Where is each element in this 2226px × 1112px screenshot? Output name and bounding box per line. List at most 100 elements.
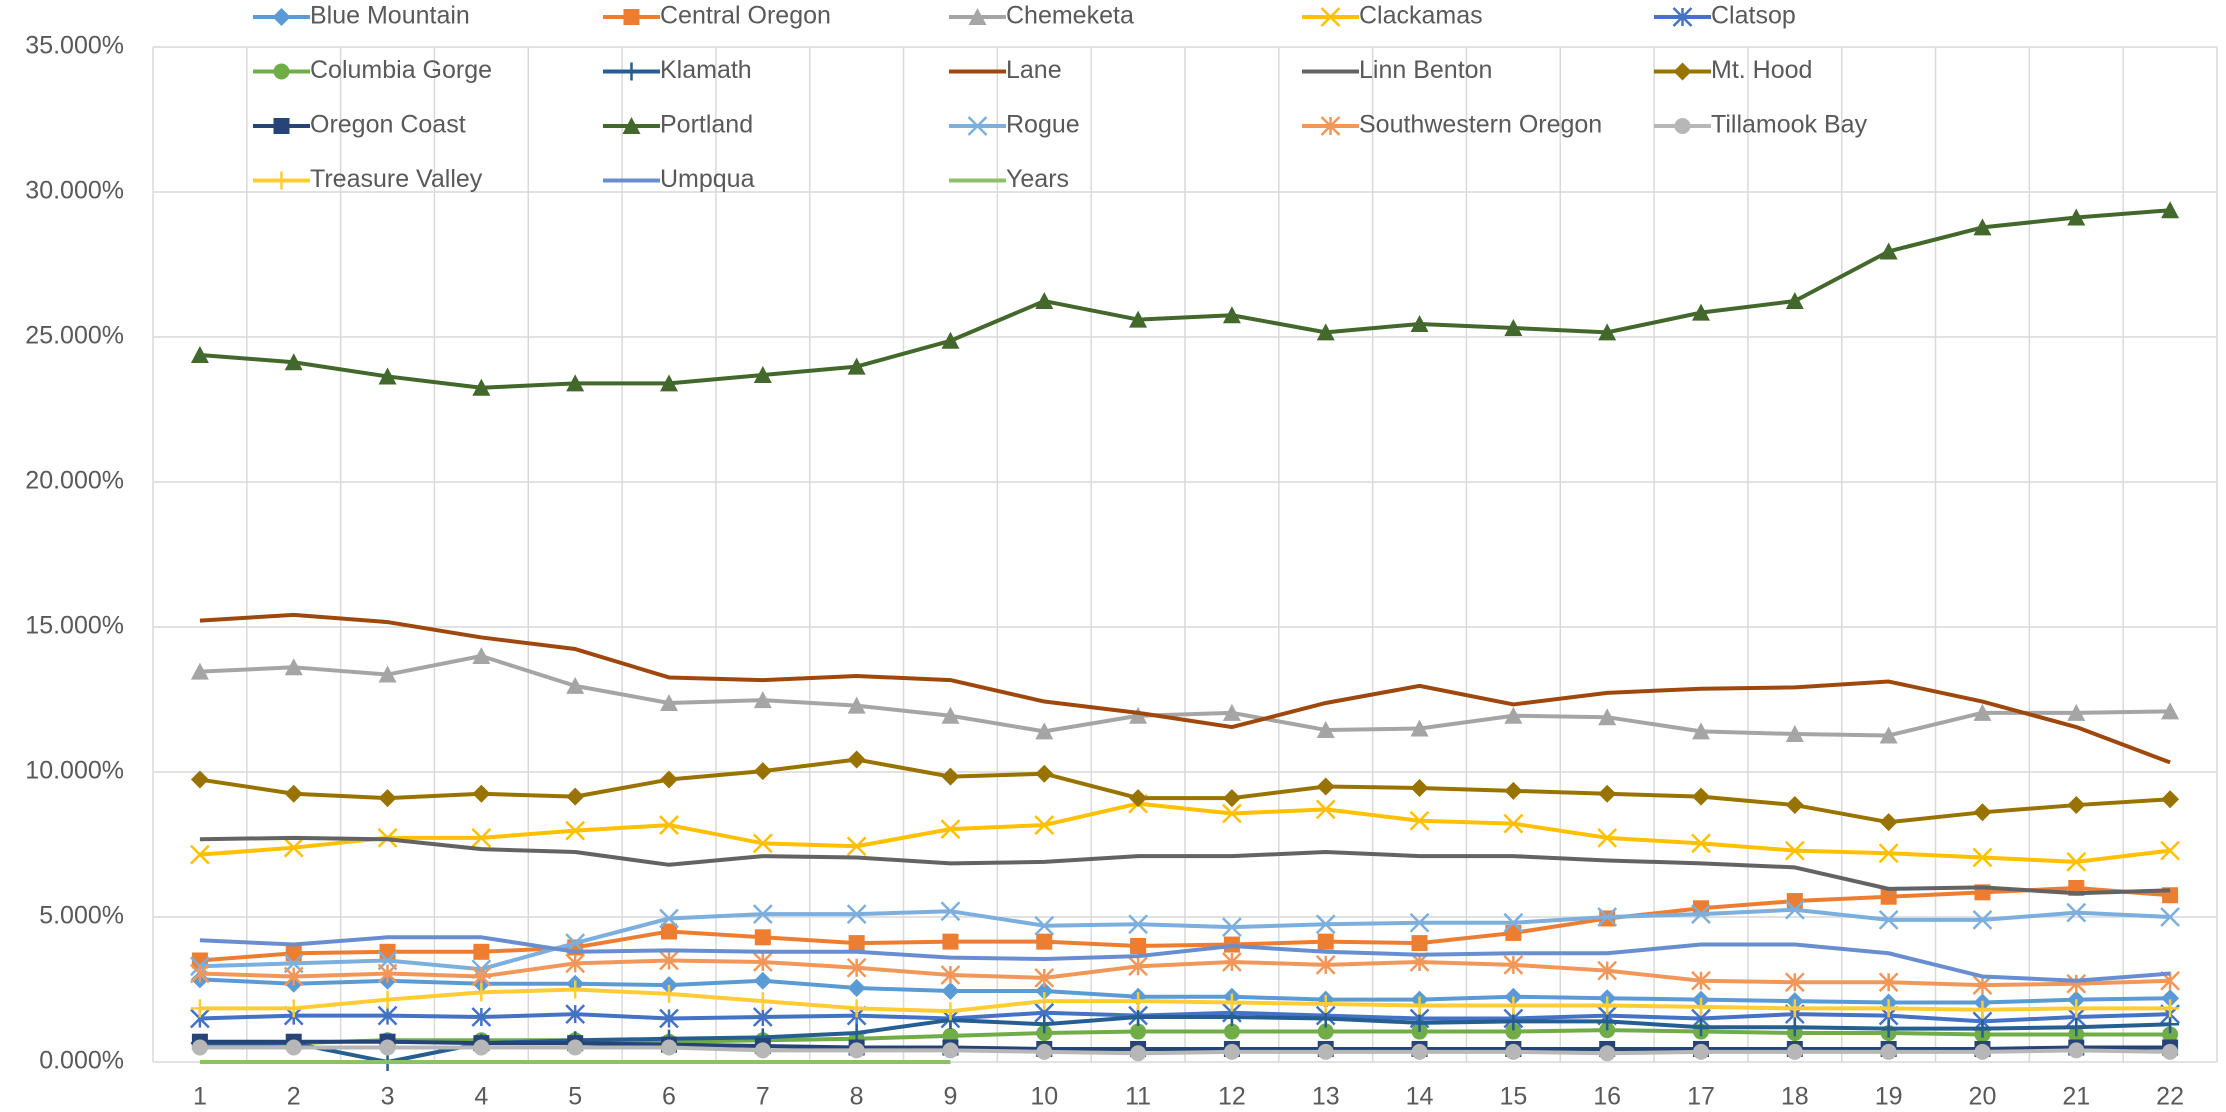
marker bbox=[1672, 7, 1693, 27]
marker bbox=[377, 1005, 398, 1026]
marker bbox=[1786, 1043, 1803, 1060]
marker bbox=[377, 963, 398, 984]
marker bbox=[1223, 1043, 1240, 1060]
marker bbox=[472, 378, 491, 396]
marker bbox=[1035, 992, 1054, 1011]
marker bbox=[1035, 764, 1054, 783]
marker bbox=[379, 943, 396, 960]
marker bbox=[660, 770, 678, 789]
marker bbox=[284, 784, 303, 803]
series-line bbox=[199, 757, 2171, 825]
marker bbox=[378, 990, 397, 1009]
marker bbox=[1599, 1045, 1616, 1062]
legend-label: Umpqua bbox=[660, 165, 755, 193]
marker bbox=[1692, 1018, 1710, 1037]
marker bbox=[660, 693, 678, 711]
marker bbox=[1673, 62, 1692, 81]
marker bbox=[2161, 1015, 2180, 1034]
marker bbox=[1505, 924, 1522, 941]
marker bbox=[660, 374, 678, 392]
marker bbox=[1317, 1043, 1334, 1060]
marker bbox=[473, 1039, 490, 1056]
marker bbox=[1130, 1045, 1147, 1062]
x-tick-label: 10 bbox=[1030, 1083, 1058, 1111]
grid bbox=[152, 46, 2218, 1063]
marker bbox=[1034, 815, 1055, 835]
marker bbox=[565, 820, 586, 841]
marker bbox=[1130, 1023, 1147, 1040]
marker bbox=[753, 762, 772, 781]
marker bbox=[847, 696, 866, 714]
marker bbox=[2160, 840, 2180, 861]
marker bbox=[752, 1007, 773, 1027]
marker bbox=[1674, 118, 1691, 134]
x-tick-label: 7 bbox=[756, 1083, 770, 1111]
marker bbox=[1316, 323, 1335, 341]
marker bbox=[1785, 725, 1804, 743]
legend-label: Southwestern Oregon bbox=[1359, 111, 1602, 139]
x-tick-label: 1 bbox=[193, 1083, 207, 1111]
marker bbox=[566, 676, 585, 694]
marker bbox=[1597, 907, 1618, 927]
marker bbox=[284, 658, 303, 676]
marker bbox=[968, 8, 987, 25]
marker bbox=[753, 365, 772, 383]
marker bbox=[566, 374, 585, 392]
marker bbox=[1504, 1012, 1523, 1031]
x-tick-label: 19 bbox=[1875, 1083, 1903, 1111]
marker bbox=[1035, 722, 1054, 740]
marker bbox=[1317, 933, 1334, 950]
marker bbox=[1597, 960, 1618, 981]
marker bbox=[1503, 813, 1524, 834]
marker bbox=[659, 950, 679, 971]
marker bbox=[1316, 995, 1335, 1013]
marker bbox=[1784, 972, 1805, 993]
marker bbox=[1223, 1023, 1240, 1040]
y-tick-label: 30.000% bbox=[25, 177, 124, 205]
marker bbox=[848, 1042, 865, 1059]
marker bbox=[1691, 904, 1711, 924]
marker bbox=[2162, 1043, 2179, 1060]
marker bbox=[1784, 840, 1805, 861]
x-tick-label: 15 bbox=[1499, 1083, 1527, 1111]
legend-label: Tillamook Bay bbox=[1711, 111, 1868, 139]
marker bbox=[1129, 1008, 1148, 1027]
marker bbox=[1034, 915, 1055, 936]
marker bbox=[1973, 803, 1992, 822]
marker bbox=[284, 999, 303, 1018]
marker bbox=[565, 1004, 586, 1025]
marker bbox=[471, 827, 492, 848]
marker bbox=[1410, 996, 1429, 1015]
axes: 0.000% 5.000% 10.000% 15.000% 20.000% 25.000%… bbox=[25, 32, 2184, 1111]
marker bbox=[566, 980, 585, 999]
marker bbox=[1598, 784, 1617, 803]
marker bbox=[471, 966, 492, 987]
marker bbox=[622, 62, 641, 81]
legend-label: Linn Benton bbox=[1359, 56, 1492, 84]
marker bbox=[753, 992, 772, 1011]
marker bbox=[661, 1039, 677, 1056]
marker bbox=[1691, 970, 1711, 991]
marker bbox=[191, 1039, 208, 1056]
x-tick-label: 17 bbox=[1687, 1083, 1715, 1111]
marker bbox=[1878, 843, 1899, 864]
marker bbox=[1316, 720, 1335, 738]
marker bbox=[1320, 116, 1341, 136]
marker bbox=[1503, 912, 1524, 933]
marker bbox=[1785, 1018, 1804, 1037]
marker bbox=[1693, 1043, 1709, 1060]
marker bbox=[1973, 218, 1992, 236]
marker bbox=[1972, 910, 1993, 930]
marker bbox=[2067, 208, 2086, 226]
series-line bbox=[199, 801, 2171, 864]
marker bbox=[1878, 910, 1899, 930]
marker bbox=[2068, 1042, 2085, 1059]
x-tick-label: 6 bbox=[662, 1083, 676, 1111]
marker bbox=[1129, 992, 1148, 1011]
marker bbox=[283, 966, 304, 987]
y-tick-label: 25.000% bbox=[25, 322, 124, 350]
legend-label: Clackamas bbox=[1359, 2, 1483, 30]
x-tick-label: 8 bbox=[850, 1083, 864, 1111]
marker bbox=[273, 118, 290, 134]
